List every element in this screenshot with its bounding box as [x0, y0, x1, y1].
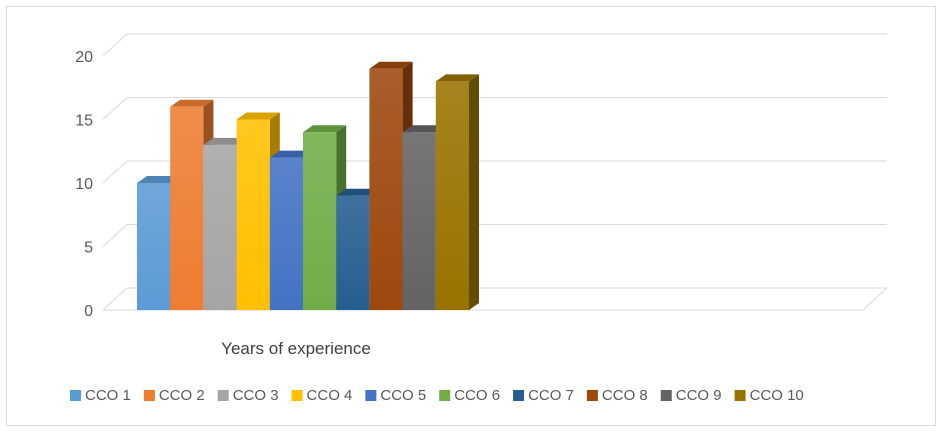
legend-label: CCO 7	[528, 387, 574, 404]
bar-front-face	[269, 157, 303, 310]
legend-swatch	[143, 390, 155, 401]
bar-front-face	[402, 132, 436, 310]
bar-front-face	[303, 132, 337, 310]
bar-front-face	[170, 106, 204, 310]
legend-item-cco-5: CCO 5	[365, 387, 426, 404]
bar-front-face	[336, 195, 370, 310]
legend-label: CCO 5	[380, 387, 426, 404]
legend: CCO 1 CCO 2 CCO 3 CCO 4 CCO 5 CCO 6 CCO 7 CCO 8…	[70, 387, 804, 404]
legend-swatch	[660, 390, 672, 401]
legend-item-cco-2: CCO 2	[143, 387, 205, 404]
legend-swatch	[217, 390, 229, 401]
bar-front-face	[137, 183, 171, 310]
bar-side-face	[469, 74, 479, 311]
legend-label: CCO 2	[159, 387, 205, 404]
y-tick-label: 0	[84, 303, 93, 320]
legend-item-cco-6: CCO 6	[439, 387, 500, 404]
bar-top-face	[303, 125, 347, 133]
gridline-20	[102, 33, 887, 57]
bar-top-face	[435, 74, 479, 82]
legend-swatch	[439, 390, 451, 401]
legend-label: CCO 4	[307, 387, 353, 404]
legend-label: CCO 6	[454, 387, 500, 404]
legend-label: CCO 8	[602, 387, 648, 404]
legend-label: CCO 3	[233, 387, 279, 404]
gridline-0	[102, 287, 887, 311]
y-tick-label: 10	[75, 176, 93, 193]
bar-cco-10	[435, 74, 479, 311]
y-tick-label: 15	[75, 113, 93, 130]
gridline-10	[102, 160, 887, 184]
legend-label: CCO 10	[750, 387, 804, 404]
legend-label: CCO 9	[676, 387, 722, 404]
bar-front-face	[435, 81, 469, 311]
bar-top-face	[336, 188, 380, 196]
legend-item-cco-4: CCO 4	[291, 387, 353, 404]
category-label: Years of experience	[221, 339, 371, 358]
bar-front-face	[236, 119, 270, 310]
gridline-15	[102, 97, 887, 120]
bar-top-face	[137, 176, 181, 183]
legend-swatch	[70, 390, 81, 401]
bar-top-face	[402, 125, 446, 133]
legend-item-cco-10: CCO 10	[734, 387, 804, 404]
bar-top-face	[369, 61, 413, 69]
y-axis-ticks: 0 5 10 15 20	[75, 49, 93, 320]
bar-top-face	[236, 112, 280, 120]
bar-top-face	[170, 99, 214, 107]
y-tick-label: 20	[75, 49, 93, 66]
legend-label: CCO 1	[85, 387, 131, 404]
category-axis: Years of experience	[221, 339, 371, 358]
legend-swatch	[513, 390, 525, 401]
legend-swatch	[734, 390, 746, 401]
legend-item-cco-3: CCO 3	[217, 387, 279, 404]
bar-front-face	[203, 144, 237, 310]
legend-item-cco-1: CCO 1	[70, 387, 131, 404]
legend-item-cco-7: CCO 7	[513, 387, 574, 404]
legend-item-cco-9: CCO 9	[660, 387, 722, 404]
bar-layer	[137, 61, 479, 311]
bar-front-face	[369, 68, 403, 310]
legend-swatch	[586, 390, 598, 401]
legend-swatch	[291, 390, 303, 401]
gridline-5	[102, 224, 887, 247]
y-tick-label: 5	[84, 240, 93, 257]
bar-top-face	[269, 150, 313, 158]
legend-item-cco-8: CCO 8	[586, 387, 648, 404]
legend-swatch	[365, 390, 377, 401]
bar-top-face	[203, 137, 247, 145]
